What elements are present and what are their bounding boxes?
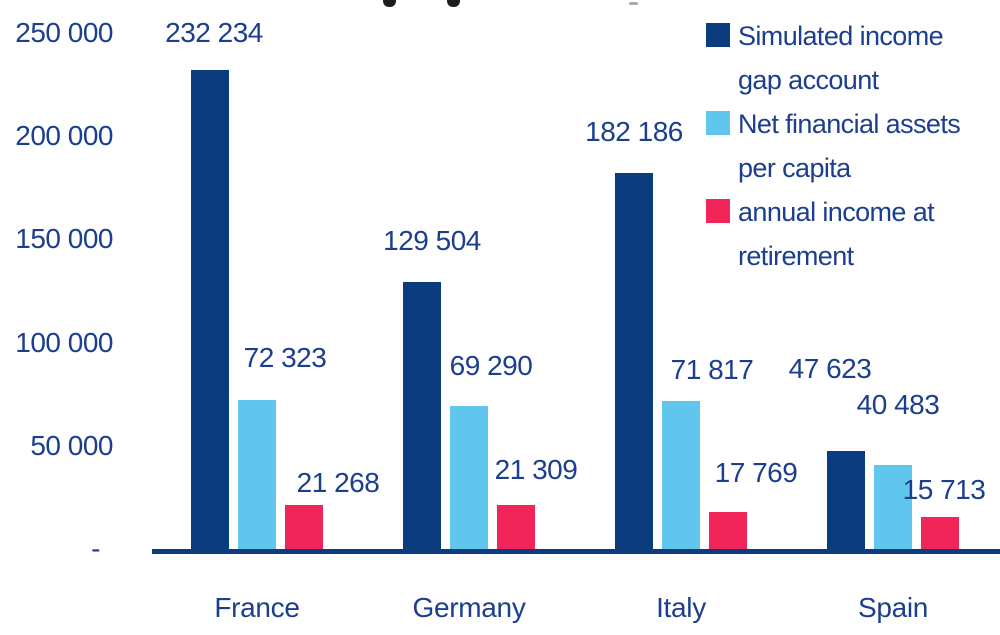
cropped-title-fragment bbox=[383, 0, 396, 7]
y-tick-label-200-000: 200 000 bbox=[15, 120, 113, 152]
bar-italy-net-financial-assets-per-capita bbox=[662, 400, 700, 549]
x-category-label-france: France bbox=[214, 592, 300, 623]
x-category-label-spain: Spain bbox=[857, 592, 929, 623]
cropped-title-fragment bbox=[629, 2, 638, 5]
y-tick-label-100-000: 100 000 bbox=[15, 326, 113, 358]
value-label-france-annual-income-at-retirement: 21 268 bbox=[296, 467, 380, 498]
y-tick-label-zero: - bbox=[91, 533, 100, 564]
value-label-spain-annual-income-at-retirement: 15 713 bbox=[902, 474, 986, 505]
legend-label: Simulated income gap account bbox=[738, 21, 944, 95]
chart-legend: Simulated income gap account Net financial… bbox=[706, 14, 961, 278]
bar-spain-simulated-income-gap-account bbox=[827, 450, 865, 549]
x-axis-line bbox=[152, 549, 1000, 554]
value-label-germany-net-financial-assets-per-capita: 69 290 bbox=[449, 350, 533, 381]
y-tick-label-150-000: 150 000 bbox=[15, 223, 113, 255]
x-category-label-italy: Italy bbox=[656, 592, 706, 623]
bar-germany-net-financial-assets-per-capita bbox=[450, 405, 488, 549]
bar-france-simulated-income-gap-account bbox=[191, 69, 229, 549]
value-label-germany-annual-income-at-retirement: 21 309 bbox=[494, 454, 578, 485]
value-label-germany-simulated-income-gap-account: 129 504 bbox=[383, 225, 481, 256]
legend-label: annual income at retirement bbox=[738, 197, 935, 271]
cropped-title-fragment bbox=[447, 0, 460, 7]
legend-entry-annual-income-at-retirement: annual income at retirement bbox=[706, 190, 960, 278]
bar-france-net-financial-assets-per-capita bbox=[238, 399, 276, 549]
legend-swatch-icon bbox=[706, 23, 730, 47]
bar-germany-annual-income-at-retirement bbox=[497, 505, 535, 549]
x-category-label-germany: Germany bbox=[412, 592, 526, 623]
bar-italy-simulated-income-gap-account bbox=[615, 172, 653, 549]
y-tick-label-50-000: 50 000 bbox=[30, 429, 113, 461]
bar-spain-annual-income-at-retirement bbox=[921, 516, 959, 549]
value-label-spain-simulated-income-gap-account: 47 623 bbox=[788, 353, 872, 384]
legend-label: Net financial assets per capita bbox=[738, 109, 961, 183]
bar-spain-net-financial-assets-per-capita bbox=[874, 465, 912, 549]
legend-entry-simulated-income-gap-account: Simulated income gap account bbox=[706, 14, 960, 102]
y-tick-label-250-000: 250 000 bbox=[15, 17, 113, 48]
value-label-france-net-financial-assets-per-capita: 72 323 bbox=[243, 342, 327, 373]
value-label-italy-annual-income-at-retirement: 17 769 bbox=[714, 457, 798, 488]
value-label-france-simulated-income-gap-account: 232 234 bbox=[165, 17, 263, 48]
value-label-italy-net-financial-assets-per-capita: 71 817 bbox=[670, 354, 754, 385]
legend-entry-net-financial-assets-per-capita: Net financial assets per capita bbox=[706, 102, 961, 190]
legend-swatch-icon bbox=[706, 199, 730, 223]
value-label-spain-net-financial-assets-per-capita: 40 483 bbox=[856, 389, 940, 420]
bar-italy-annual-income-at-retirement bbox=[709, 512, 747, 549]
value-label-italy-simulated-income-gap-account: 182 186 bbox=[585, 116, 683, 147]
bar-germany-simulated-income-gap-account bbox=[403, 281, 441, 549]
bar-france-annual-income-at-retirement bbox=[285, 505, 323, 549]
legend-swatch-icon bbox=[706, 111, 730, 135]
